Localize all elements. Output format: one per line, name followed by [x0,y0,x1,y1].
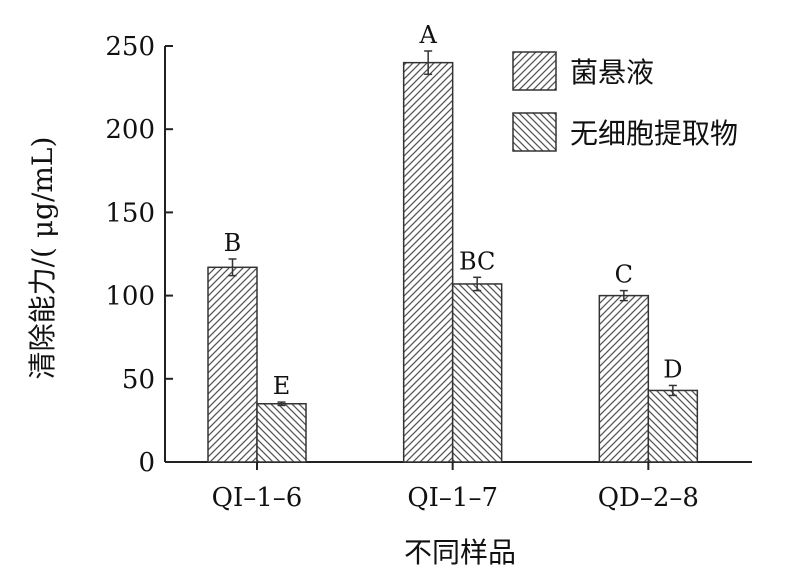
x-axis-title: 不同样品 [404,536,516,569]
bar-2-2 [451,283,503,463]
category-labels: QI–1–6 QI–1–7 QD–2–8 [212,462,699,513]
category-label: QI–1–7 [407,483,498,513]
significance-label: B [224,229,242,257]
significance-label: BC [459,247,495,275]
bar-1-3 [598,294,650,463]
legend-swatch-series-2 [512,112,557,152]
significance-label: D [663,355,682,383]
legend-swatch-series-1 [512,51,557,91]
legend-label-series-2: 无细胞提取物 [570,117,738,150]
y-tick-label: 200 [105,115,155,145]
bar-2-3 [647,389,699,463]
category-label: QI–1–6 [212,483,303,513]
category-label: QD–2–8 [598,483,699,513]
bar-1-1 [207,266,258,463]
legend-label-series-1: 菌悬液 [570,56,654,89]
y-axis-title: 清除能力/( μg/mL) [26,137,59,380]
legend: 菌悬液 无细胞提取物 [512,51,738,152]
significance-label: A [418,21,437,49]
significance-label: C [615,261,633,289]
bar-1-2 [402,61,454,463]
y-ticks: 0 50 100 150 200 250 [105,32,173,478]
y-tick-label: 100 [105,282,155,312]
bars: B E A BC C D [207,21,699,463]
significance-label: E [273,372,291,400]
y-tick-label: 50 [122,365,155,395]
y-tick-label: 250 [105,32,155,62]
y-tick-label: 0 [138,448,155,478]
bar-2-1 [256,403,307,463]
y-tick-label: 150 [105,198,155,228]
